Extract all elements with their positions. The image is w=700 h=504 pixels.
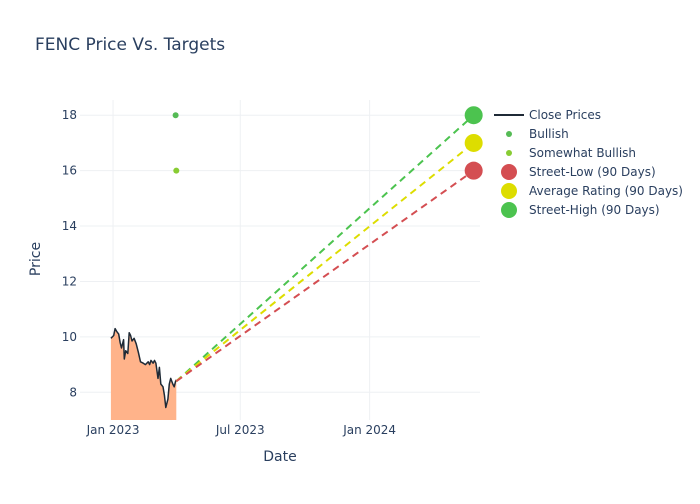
close-price-line	[110, 327, 177, 409]
y-tick-label: 18	[62, 108, 77, 122]
target-lines	[175, 114, 475, 383]
y-axis-label: Price	[28, 242, 44, 276]
legend-label: Average Rating (90 Days)	[529, 184, 683, 198]
target-marker	[464, 106, 483, 125]
rating-point	[173, 167, 180, 174]
markers	[172, 106, 483, 180]
close-price-area	[110, 328, 177, 420]
close-price-fill	[110, 328, 177, 420]
axis-ticks: 8 10 12 14 16 18 Jan 2023 Jul 2023 Jan 2024	[62, 108, 396, 437]
y-tick-label: 8	[69, 385, 77, 399]
target-line	[175, 114, 475, 382]
y-tick-label: 14	[62, 219, 77, 233]
legend-label: Close Prices	[529, 108, 601, 122]
chart-title: FENC Price Vs. Targets	[35, 35, 225, 55]
x-tick-label: Jul 2023	[215, 423, 265, 437]
x-tick-label: Jan 2023	[86, 423, 140, 437]
legend-swatch	[506, 150, 512, 156]
target-marker	[464, 161, 483, 180]
close-price-line-group	[110, 327, 177, 409]
y-tick-label: 10	[62, 330, 77, 344]
legend-swatch	[501, 202, 517, 218]
legend-label: Bullish	[529, 127, 569, 141]
x-tick-label: Jan 2024	[342, 423, 396, 437]
grid	[80, 100, 480, 420]
legend-swatch	[501, 183, 517, 199]
legend-label: Somewhat Bullish	[529, 146, 636, 160]
legend-swatch	[506, 131, 512, 137]
y-tick-label: 16	[62, 164, 77, 178]
rating-point	[172, 112, 179, 119]
legend-swatch	[501, 164, 517, 180]
target-line	[175, 169, 475, 383]
x-axis-label: Date	[263, 449, 296, 465]
legend-label: Street-High (90 Days)	[529, 203, 660, 217]
y-tick-label: 12	[62, 274, 77, 288]
legend: Close Prices Bullish Somewhat Bullish Stree…	[494, 108, 683, 218]
target-line	[175, 142, 475, 382]
target-marker	[464, 133, 483, 152]
legend-label: Street-Low (90 Days)	[529, 165, 656, 179]
